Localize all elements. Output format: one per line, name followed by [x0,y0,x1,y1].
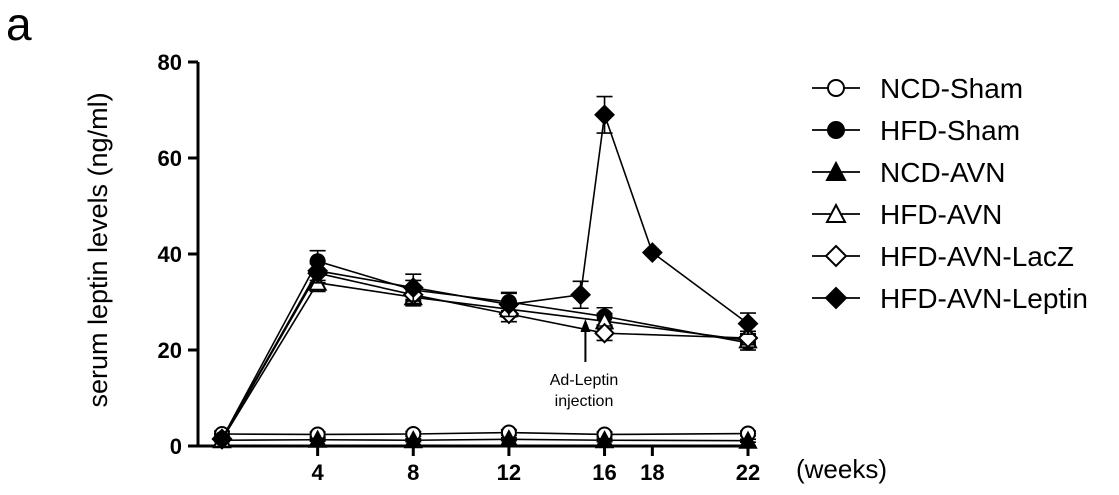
series-line [221,272,749,440]
legend-entry: HFD-AVN [812,199,1002,230]
x-tick-label: 8 [407,460,419,485]
legend-label: HFD-AVN-Leptin [880,283,1088,314]
x-tick-label: 12 [497,460,521,485]
series-line [221,438,749,442]
series-hfd-avn-lacz [211,262,759,450]
series-line [221,260,749,440]
axes: 0 20 40 60 80 4 8 12 16 18 22 [158,50,761,485]
data-point [737,313,759,335]
legend-entry: HFD-AVN-LacZ [812,241,1074,272]
legend-label: HFD-Sham [880,115,1020,146]
data-point [824,244,848,268]
data-point [403,430,423,449]
y-tick-label: 60 [158,146,182,171]
y-tick-label: 80 [158,50,182,75]
annotation-line-1: Ad-Leptin [550,372,619,389]
data-point [307,429,328,448]
annotation-arrow-head [580,319,591,332]
data-point [738,430,758,449]
data-point [641,242,663,263]
series-line [221,281,749,441]
data-point [594,430,615,449]
legend-entry: HFD-Sham [812,115,1020,146]
data-point [825,160,847,181]
x-tick-label: 22 [736,460,760,485]
y-tick-label: 0 [170,434,182,459]
annotation-line-2: injection [555,393,614,410]
legend-entry: NCD-AVN [812,157,1005,188]
legend-entry: HFD-AVN-Leptin [812,283,1088,314]
data-point [499,429,519,448]
y-tick-label: 20 [158,338,182,363]
data-point [827,79,845,97]
x-tick-label: 4 [312,460,325,485]
data-point [211,428,233,450]
series-line [221,114,749,440]
x-tick-label: 18 [640,460,664,485]
series-ncd-avn [212,429,758,449]
series-hfd-sham [214,249,756,447]
legend-label: HFD-AVN-LacZ [880,241,1074,272]
legend-label: NCD-Sham [880,73,1023,104]
x-axis-unit-label: (weeks) [796,454,887,484]
legend-entry: NCD-Sham [812,73,1023,104]
data-point [402,277,424,299]
data-point [594,104,615,126]
data-point [498,293,520,315]
legend: NCD-Sham HFD-Sham NCD-AVN HFD-AVN HFD-AVN-La… [812,73,1088,314]
data-point [824,286,848,310]
data-point [307,260,329,282]
panel-letter: a [6,0,32,50]
data-point [594,322,615,344]
series-line [221,431,749,436]
series-layer [211,95,759,450]
y-tick-label: 40 [158,242,182,267]
y-axis-label: serum leptin levels (ng/ml) [83,92,113,407]
x-tick-label: 16 [592,460,616,485]
data-point [825,202,847,223]
data-point [827,121,845,139]
legend-label: NCD-AVN [880,157,1005,188]
annotation: Ad-Leptin injection [550,319,619,410]
legend-label: HFD-AVN [880,199,1002,230]
data-point [570,284,592,306]
series-hfd-avn-leptin [211,95,759,450]
